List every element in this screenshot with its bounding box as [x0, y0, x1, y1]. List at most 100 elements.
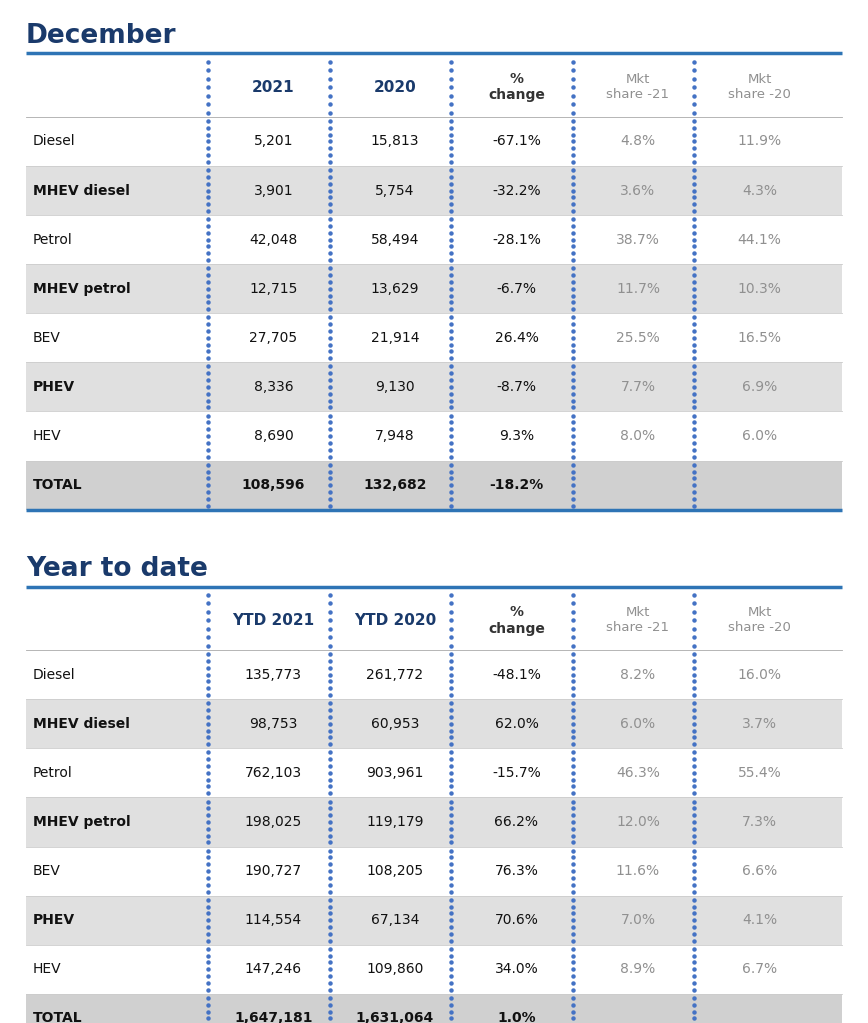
Bar: [26, 944, 842, 993]
Text: 38.7%: 38.7%: [616, 232, 660, 247]
Text: 27,705: 27,705: [249, 330, 298, 345]
Text: -28.1%: -28.1%: [492, 232, 541, 247]
Text: MHEV diesel: MHEV diesel: [33, 717, 130, 730]
Text: 1.0%: 1.0%: [497, 1012, 536, 1023]
Text: 2021: 2021: [252, 80, 295, 95]
Text: 6.7%: 6.7%: [742, 963, 777, 976]
Text: -15.7%: -15.7%: [492, 766, 541, 780]
Text: HEV: HEV: [33, 429, 62, 443]
Text: 4.3%: 4.3%: [742, 183, 777, 197]
Text: -48.1%: -48.1%: [492, 668, 541, 681]
Text: 5,201: 5,201: [253, 134, 293, 148]
Bar: [26, 215, 842, 264]
Text: 6.0%: 6.0%: [621, 717, 655, 730]
Text: 108,596: 108,596: [241, 478, 306, 492]
Text: 4.8%: 4.8%: [621, 134, 655, 148]
Text: 2020: 2020: [373, 80, 417, 95]
Text: 4.1%: 4.1%: [742, 914, 777, 927]
Text: 6.0%: 6.0%: [742, 429, 777, 443]
Text: 3.7%: 3.7%: [742, 717, 777, 730]
Text: 15,813: 15,813: [371, 134, 419, 148]
Bar: [26, 699, 842, 748]
Text: 114,554: 114,554: [245, 914, 302, 927]
Bar: [26, 797, 842, 846]
Text: 8,690: 8,690: [253, 429, 293, 443]
Bar: [26, 460, 842, 509]
Text: 58,494: 58,494: [371, 232, 419, 247]
Text: -32.2%: -32.2%: [492, 183, 541, 197]
Text: 132,682: 132,682: [363, 478, 427, 492]
Text: Mkt
share -21: Mkt share -21: [607, 607, 669, 634]
Text: 46.3%: 46.3%: [616, 766, 660, 780]
Text: 55.4%: 55.4%: [738, 766, 781, 780]
Text: 62.0%: 62.0%: [495, 717, 538, 730]
Text: Mkt
share -20: Mkt share -20: [728, 74, 791, 101]
Text: 3,901: 3,901: [253, 183, 293, 197]
Text: 11.9%: 11.9%: [738, 134, 781, 148]
Text: %
change: % change: [488, 72, 545, 102]
Text: YTD 2020: YTD 2020: [354, 613, 436, 628]
Text: 12,715: 12,715: [249, 281, 298, 296]
Text: 6.9%: 6.9%: [742, 380, 777, 394]
Text: MHEV petrol: MHEV petrol: [33, 281, 130, 296]
Text: 76.3%: 76.3%: [495, 864, 538, 878]
Text: -18.2%: -18.2%: [490, 478, 543, 492]
Text: %
change: % change: [488, 606, 545, 635]
Text: 98,753: 98,753: [249, 717, 298, 730]
Text: 42,048: 42,048: [249, 232, 298, 247]
Text: 8.9%: 8.9%: [621, 963, 655, 976]
Text: 1,647,181: 1,647,181: [234, 1012, 312, 1023]
Text: -67.1%: -67.1%: [492, 134, 541, 148]
Text: -6.7%: -6.7%: [496, 281, 536, 296]
Text: TOTAL: TOTAL: [33, 1012, 82, 1023]
Text: 762,103: 762,103: [245, 766, 302, 780]
Text: 190,727: 190,727: [245, 864, 302, 878]
Text: 903,961: 903,961: [366, 766, 424, 780]
Text: 119,179: 119,179: [366, 815, 424, 829]
Bar: [26, 264, 842, 313]
Text: 7.3%: 7.3%: [742, 815, 777, 829]
Text: 10.3%: 10.3%: [738, 281, 781, 296]
Text: 67,134: 67,134: [371, 914, 419, 927]
Text: 13,629: 13,629: [371, 281, 419, 296]
Bar: [26, 166, 842, 215]
Bar: [26, 362, 842, 411]
Text: 9.3%: 9.3%: [499, 429, 534, 443]
Text: 21,914: 21,914: [371, 330, 419, 345]
Bar: [26, 313, 842, 362]
Text: YTD 2021: YTD 2021: [233, 613, 314, 628]
Text: PHEV: PHEV: [33, 914, 76, 927]
Text: 34.0%: 34.0%: [495, 963, 538, 976]
Text: 7.7%: 7.7%: [621, 380, 655, 394]
Text: 66.2%: 66.2%: [495, 815, 538, 829]
Bar: [26, 117, 842, 166]
Text: Diesel: Diesel: [33, 668, 76, 681]
Text: 16.5%: 16.5%: [738, 330, 781, 345]
Text: 11.6%: 11.6%: [616, 864, 660, 878]
Text: 26.4%: 26.4%: [495, 330, 538, 345]
Text: 7.0%: 7.0%: [621, 914, 655, 927]
Text: 7,948: 7,948: [375, 429, 415, 443]
Text: Petrol: Petrol: [33, 766, 73, 780]
Text: 198,025: 198,025: [245, 815, 302, 829]
Text: 108,205: 108,205: [366, 864, 424, 878]
Text: MHEV diesel: MHEV diesel: [33, 183, 130, 197]
Text: 5,754: 5,754: [375, 183, 415, 197]
Bar: [26, 748, 842, 797]
Text: 109,860: 109,860: [366, 963, 424, 976]
Text: Mkt
share -20: Mkt share -20: [728, 607, 791, 634]
Text: 25.5%: 25.5%: [616, 330, 660, 345]
Text: 1,631,064: 1,631,064: [356, 1012, 434, 1023]
Text: 261,772: 261,772: [366, 668, 424, 681]
Text: 9,130: 9,130: [375, 380, 415, 394]
Text: 8.0%: 8.0%: [621, 429, 655, 443]
Text: PHEV: PHEV: [33, 380, 76, 394]
Text: 70.6%: 70.6%: [495, 914, 538, 927]
Text: 147,246: 147,246: [245, 963, 302, 976]
Text: 60,953: 60,953: [371, 717, 419, 730]
Text: Diesel: Diesel: [33, 134, 76, 148]
Text: Mkt
share -21: Mkt share -21: [607, 74, 669, 101]
Text: 6.6%: 6.6%: [742, 864, 777, 878]
Text: Petrol: Petrol: [33, 232, 73, 247]
Bar: [26, 895, 842, 944]
